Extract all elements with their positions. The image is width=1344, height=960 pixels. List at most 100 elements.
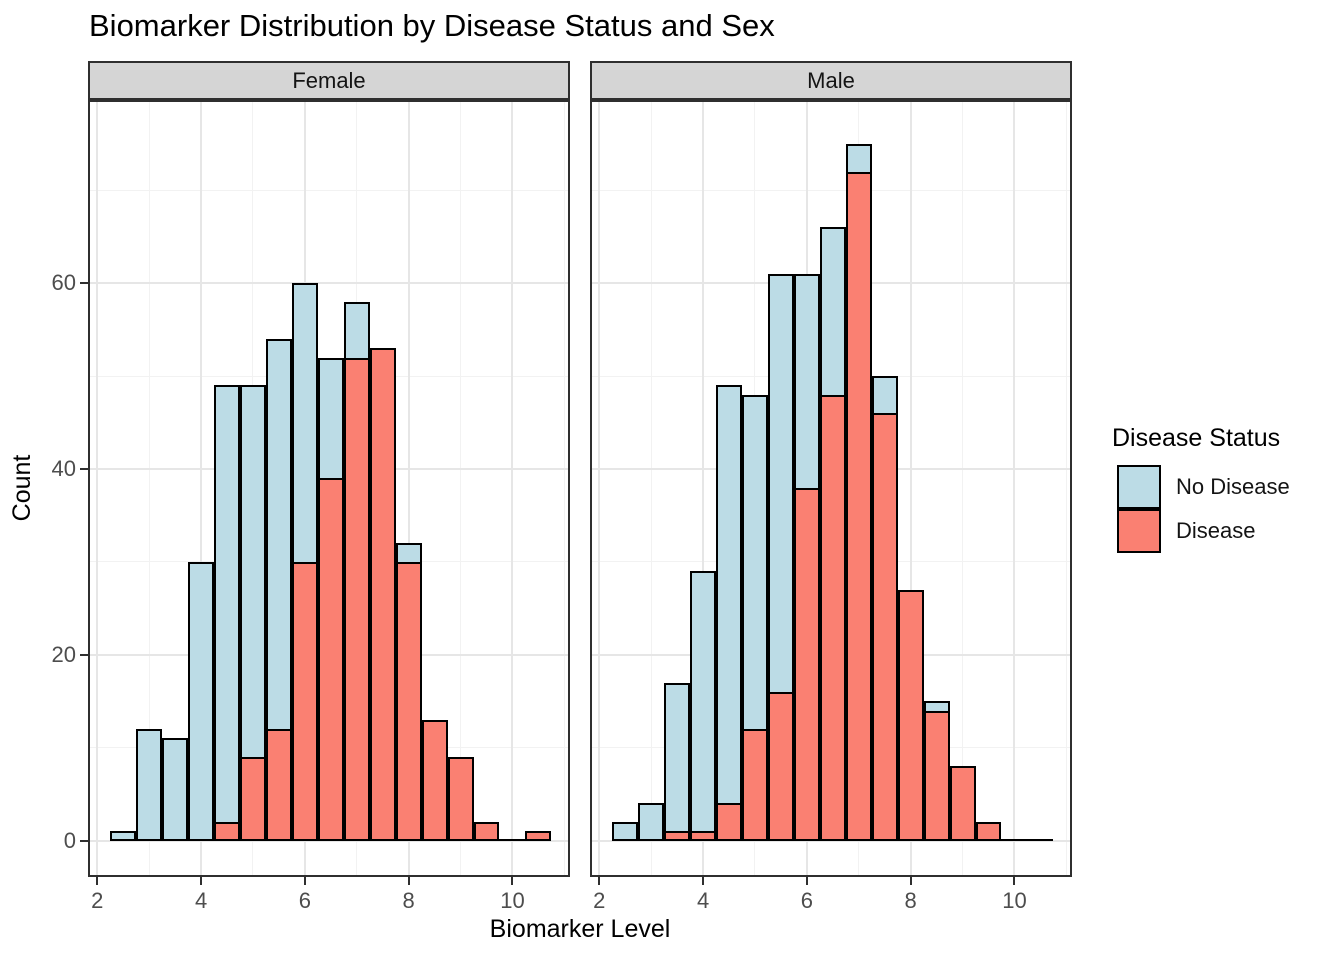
histogram-bar-disease xyxy=(239,757,266,841)
histogram-bar-no-disease xyxy=(716,385,742,841)
histogram-bar-disease xyxy=(897,589,924,841)
facet-strip-female-label: Female xyxy=(292,68,366,93)
y-tick-label: 0 xyxy=(63,827,76,853)
gridline-minor-x xyxy=(650,102,652,875)
histogram-bar-disease xyxy=(975,822,1002,841)
x-tick-label: 8 xyxy=(904,888,917,913)
histogram-bar-disease xyxy=(819,394,846,841)
histogram-bar-disease xyxy=(741,729,768,841)
gridline-major-x xyxy=(598,102,601,875)
x-tick-label: 2 xyxy=(593,888,606,913)
zero-count-baseline-disease xyxy=(136,838,163,841)
histogram-bar-disease xyxy=(793,487,820,841)
histogram-bar-disease xyxy=(690,831,717,841)
x-tick-label: 4 xyxy=(194,888,208,913)
histogram-bar-no-disease xyxy=(136,729,163,841)
x-tick-mark xyxy=(200,877,203,885)
x-tick-label: 6 xyxy=(298,888,311,913)
gridline-major-x xyxy=(96,102,99,875)
facet-strip-female: Female xyxy=(88,61,570,100)
gridline-minor-x xyxy=(148,102,150,875)
histogram-bar-disease xyxy=(291,561,318,841)
x-tick-mark xyxy=(805,877,808,885)
zero-count-baseline-disease xyxy=(499,838,526,841)
histogram-bar-no-disease xyxy=(214,385,240,841)
gridline-major-x xyxy=(702,102,705,875)
facet-strip-male-label: Male xyxy=(807,68,855,93)
histogram-bar-disease xyxy=(716,803,742,841)
gridline-major-x xyxy=(909,102,912,875)
histogram-bar-disease xyxy=(525,831,552,841)
legend-title: Disease Status xyxy=(1112,424,1281,452)
x-tick-mark xyxy=(303,877,306,885)
histogram-bar-no-disease xyxy=(690,571,717,841)
x-tick-mark xyxy=(909,877,912,885)
histogram-bar-no-disease xyxy=(162,738,189,841)
histogram-bar-disease xyxy=(664,831,691,841)
x-tick-mark xyxy=(511,877,514,885)
histogram-bar-no-disease xyxy=(188,561,215,841)
histogram-bar-disease xyxy=(369,348,396,841)
legend-key-no-disease xyxy=(1117,465,1161,509)
zero-count-baseline-disease xyxy=(110,838,137,841)
y-tick-mark xyxy=(80,467,88,470)
y-tick-label: 40 xyxy=(51,455,76,481)
y-tick-mark xyxy=(80,839,88,842)
histogram-bar-no-disease xyxy=(638,803,665,841)
zero-count-baseline-disease xyxy=(1027,838,1054,841)
legend-label-no-disease: No Disease xyxy=(1176,474,1290,499)
gridline-minor-x xyxy=(1065,102,1067,875)
gridline-minor-y xyxy=(90,189,568,191)
gridline-minor-y xyxy=(592,189,1070,191)
gridline-major-x xyxy=(200,102,203,875)
histogram-bar-disease xyxy=(447,757,474,841)
histogram-bar-no-disease xyxy=(664,682,691,841)
histogram-bar-disease xyxy=(923,710,950,841)
facet-panel-female xyxy=(88,100,570,877)
x-tick-label: 4 xyxy=(696,888,710,913)
gridline-major-y xyxy=(90,282,568,285)
histogram-bar-disease xyxy=(395,561,422,841)
x-tick-label: 10 xyxy=(500,888,525,913)
histogram-bar-disease xyxy=(265,729,292,841)
gridline-major-x xyxy=(407,102,410,875)
x-tick-mark xyxy=(598,877,601,885)
x-tick-mark xyxy=(1013,877,1016,885)
y-tick-mark xyxy=(80,653,88,656)
x-tick-mark xyxy=(702,877,705,885)
legend-label-disease: Disease xyxy=(1176,518,1256,543)
facet-panel-male xyxy=(590,100,1072,877)
histogram-bar-disease xyxy=(845,171,872,841)
y-tick-label: 60 xyxy=(51,270,76,296)
x-axis-title: Biomarker Level xyxy=(489,915,671,943)
zero-count-baseline-disease xyxy=(188,838,215,841)
zero-count-baseline-disease xyxy=(1001,838,1028,841)
gridline-minor-x xyxy=(460,102,462,875)
y-tick-mark xyxy=(80,282,88,285)
histogram-bar-disease xyxy=(421,719,448,841)
gridline-minor-x xyxy=(563,102,565,875)
x-tick-mark xyxy=(96,877,99,885)
x-tick-label: 10 xyxy=(1002,888,1027,913)
zero-count-baseline-disease xyxy=(638,838,665,841)
histogram-bar-disease xyxy=(767,691,794,841)
y-axis-title: Count xyxy=(8,454,36,522)
histogram-bar-disease xyxy=(214,822,240,841)
gridline-major-x xyxy=(511,102,514,875)
legend-key-disease xyxy=(1117,509,1161,553)
zero-count-baseline-disease xyxy=(612,838,639,841)
histogram-bar-disease xyxy=(949,766,976,841)
histogram-bar-disease xyxy=(343,357,370,841)
y-tick-label: 20 xyxy=(51,641,76,667)
zero-count-baseline-disease xyxy=(162,838,189,841)
histogram-bar-disease xyxy=(317,478,344,841)
facet-strip-male: Male xyxy=(590,61,1072,100)
histogram-bar-disease xyxy=(871,413,898,841)
x-tick-mark xyxy=(407,877,410,885)
gridline-minor-x xyxy=(962,102,964,875)
gridline-major-x xyxy=(1013,102,1016,875)
x-tick-label: 6 xyxy=(800,888,813,913)
histogram-bar-disease xyxy=(473,822,500,841)
x-tick-label: 8 xyxy=(402,888,415,913)
